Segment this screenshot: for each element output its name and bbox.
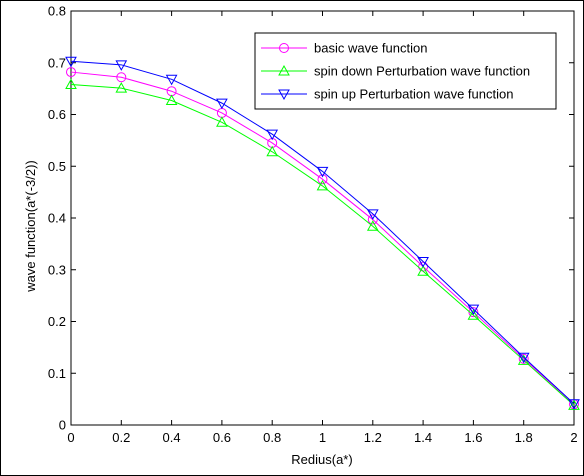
data-point (278, 89, 290, 101)
x-tick-label: 1.4 (414, 430, 432, 445)
y-tick-label: 0.3 (48, 262, 66, 277)
y-tick-label: 0.4 (48, 211, 66, 226)
data-point (518, 353, 529, 364)
data-point (366, 209, 379, 220)
series-2 (65, 78, 580, 410)
data-point (317, 174, 328, 185)
x-tick-label: 0.8 (263, 430, 281, 445)
y-tick-label: 0.2 (48, 314, 66, 329)
data-point (216, 98, 228, 110)
series-line (70, 71, 575, 405)
data-point (278, 64, 290, 76)
data-point (115, 82, 128, 93)
x-tick-label: 0 (67, 430, 74, 445)
data-point (266, 129, 279, 141)
legend-entry: basic wave function (261, 41, 427, 56)
x-tick-label: 0.6 (213, 430, 231, 445)
data-point (316, 179, 329, 191)
data-point (316, 166, 329, 178)
data-point (417, 256, 429, 268)
data-point (266, 145, 279, 157)
x-tick-label: 1.2 (364, 430, 382, 445)
data-point (468, 307, 479, 318)
x-tick-label: 1.8 (515, 430, 533, 445)
legend-label: spin down Perturbation wave function (314, 64, 530, 79)
data-point (467, 309, 480, 320)
data-point (517, 352, 530, 364)
data-point (279, 43, 289, 53)
x-tick-label: 0.4 (163, 430, 181, 445)
data-point (65, 78, 77, 89)
x-tick-label: 2 (570, 430, 577, 445)
legend-entry: spin down Perturbation wave function (261, 64, 530, 79)
y-tick-label: 0.5 (48, 159, 66, 174)
data-point (367, 214, 378, 225)
x-axis-label: Redius(a*) (291, 452, 352, 467)
y-tick-label: 0.7 (48, 55, 66, 70)
data-point (115, 60, 128, 71)
x-tick-label: 1.6 (464, 430, 482, 445)
legend-label: spin up Perturbation wave function (314, 87, 513, 102)
data-point (366, 220, 379, 231)
y-tick-label: 0.6 (48, 107, 66, 122)
data-point (467, 304, 480, 316)
series-line (70, 83, 575, 406)
data-point (568, 399, 580, 410)
x-tick-label: 1 (319, 430, 326, 445)
y-tick-label: 0.8 (48, 4, 66, 19)
data-point (417, 265, 429, 276)
data-point (66, 67, 76, 78)
x-tick-label: 0.2 (112, 430, 130, 445)
legend-entry: spin up Perturbation wave function (261, 87, 513, 102)
legend-label: basic wave function (314, 41, 427, 56)
series-3 (65, 56, 580, 410)
data-point (165, 74, 178, 86)
data-point (216, 116, 228, 127)
data-point (165, 94, 178, 106)
series-line (70, 60, 575, 405)
y-tick-label: 0.1 (48, 366, 66, 381)
y-axis-label: wave function(a*(-3/2)) (23, 160, 38, 293)
y-tick-label: 0 (59, 418, 66, 433)
data-point (116, 72, 127, 83)
data-point (65, 56, 77, 68)
